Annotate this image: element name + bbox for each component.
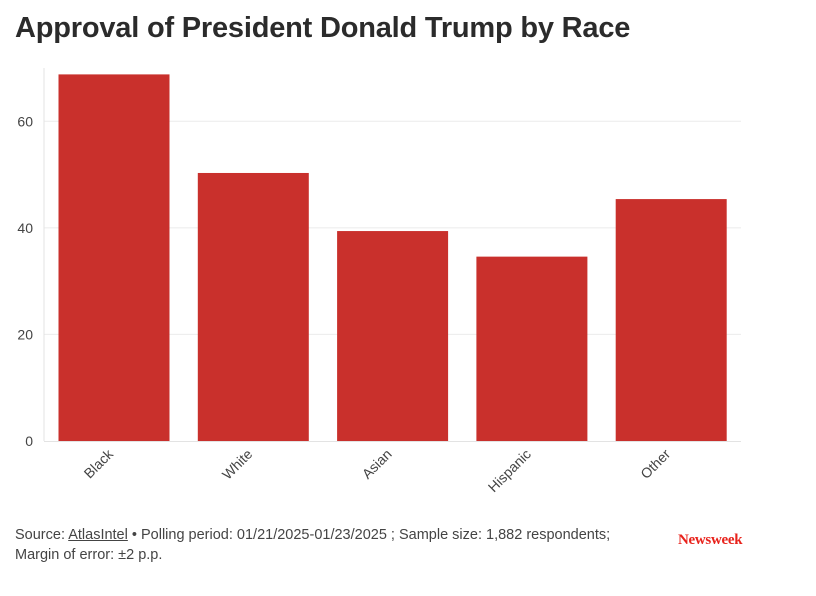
bar-white[interactable] bbox=[197, 172, 309, 442]
y-tick-label: 20 bbox=[17, 326, 33, 342]
x-tick-label-asian: Asian bbox=[359, 446, 395, 482]
y-tick-labels: 0 20 40 60 bbox=[17, 113, 33, 449]
source-line: Source: AtlasIntel • Polling period: 01/… bbox=[15, 525, 655, 545]
x-tick-label-other: Other bbox=[637, 446, 673, 482]
bars bbox=[58, 74, 727, 442]
chart-title: Approval of President Donald Trump by Ra… bbox=[15, 12, 631, 44]
source-link[interactable]: AtlasIntel bbox=[68, 527, 128, 543]
x-tick-label-black: Black bbox=[81, 445, 117, 481]
y-tick-label: 40 bbox=[17, 220, 33, 236]
y-tick-label: 60 bbox=[17, 113, 33, 129]
x-tick-label-white: White bbox=[219, 446, 256, 483]
margin-of-error: Margin of error: ±2 p.p. bbox=[15, 547, 163, 563]
x-tick-label-hispanic: Hispanic bbox=[485, 446, 534, 495]
source-prefix: Source: bbox=[15, 527, 69, 543]
chart-footer: Source: AtlasIntel • Polling period: 01/… bbox=[15, 525, 655, 565]
bar-hispanic[interactable] bbox=[476, 256, 588, 441]
bar-asian[interactable] bbox=[337, 231, 449, 441]
newsweek-logo[interactable]: Newsweek bbox=[678, 532, 743, 548]
axes bbox=[43, 68, 741, 442]
x-tick-labels: Black White Asian Hispanic Other bbox=[81, 445, 674, 495]
y-tick-label: 0 bbox=[25, 433, 33, 449]
source-details: • Polling period: 01/21/2025-01/23/2025 … bbox=[127, 527, 611, 543]
bar-other[interactable] bbox=[615, 199, 727, 441]
bar-black[interactable] bbox=[58, 74, 170, 441]
